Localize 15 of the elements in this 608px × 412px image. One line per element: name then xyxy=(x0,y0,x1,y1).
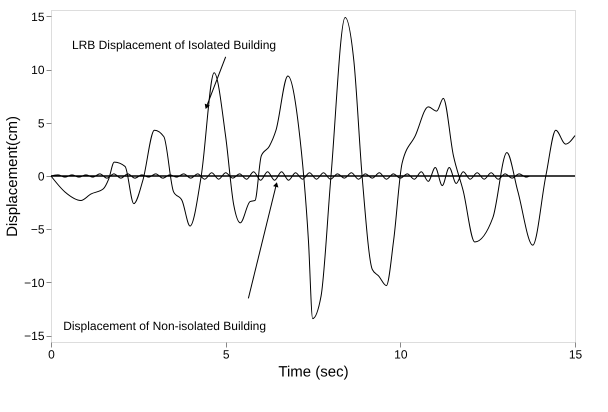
y-tick-label: −5 xyxy=(30,222,45,237)
y-axis-title: Displacement(cm) xyxy=(4,116,22,237)
annotation: LRB Displacement of Isolated Building xyxy=(72,38,276,52)
y-tick-label: 15 xyxy=(31,10,45,24)
y-tick-label: 10 xyxy=(31,63,45,78)
y-tick-label: −15 xyxy=(24,329,45,344)
x-tick-label: 0 xyxy=(48,348,56,362)
x-axis-title: Time (sec) xyxy=(278,364,349,380)
annotation: Displacement of Non-isolated Building xyxy=(63,319,266,334)
y-tick-label: −10 xyxy=(24,276,45,290)
y-tick-label: 5 xyxy=(38,116,45,130)
x-tick-label: 15 xyxy=(568,348,582,362)
x-tick-label: 5 xyxy=(222,348,230,362)
y-tick-label: 0 xyxy=(38,170,45,184)
x-tick-label: 10 xyxy=(394,348,408,362)
